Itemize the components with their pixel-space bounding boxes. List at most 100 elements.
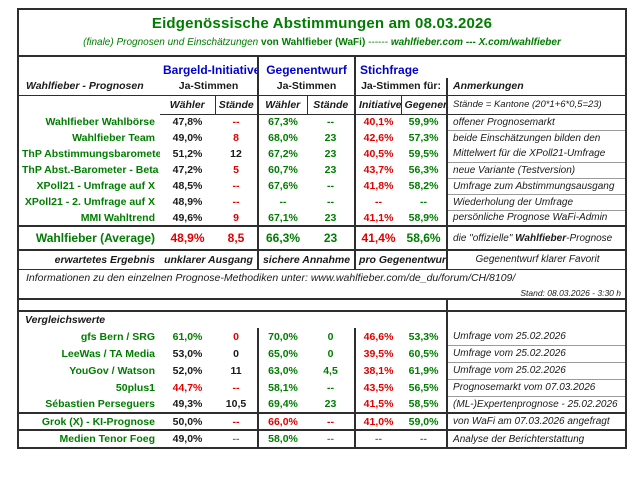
row-label: YouGov / Watson [69, 364, 155, 377]
comparison-rows: gfs Bern / SRG 61,0% 0 70,0% 0 46,6% 53,3% Umfr… [19, 328, 625, 447]
average-anmerkung: die "offizielle" Wahlfieber-Prognose [446, 225, 625, 251]
subtitle-finale-text: (finale) Prognosen und Einschätzungen [83, 37, 259, 48]
value-cell: 0 [233, 347, 239, 360]
expected-stichfrage: pro Gegenentwurf [354, 250, 448, 270]
value-cell: 23 [324, 164, 337, 176]
value-cell: 41,8% [354, 178, 402, 194]
value-cell: 23 [324, 132, 337, 144]
anmerkung-cell: persönliche Prognose WaFi-Admin [446, 210, 625, 226]
value-cell: 67,3% [257, 114, 308, 130]
subtitle-links[interactable]: wahlfieber.com --- X.com/wahlfieber [390, 37, 561, 48]
value-cell: 67,1% [257, 210, 308, 226]
table-header: Bargeld-Initiative Gegenentwurf Stichfra… [19, 57, 625, 115]
value-cell: 39,5% [354, 345, 402, 362]
value-cell: 8 [233, 132, 239, 144]
value-cell: -- [327, 180, 335, 192]
staende-kantone-note: Stände = Kantone (20*1+6*0,5=23) [446, 95, 625, 115]
anmerkung-cell: beide Einschätzungen bilden den [446, 130, 625, 146]
value-cell: 10,5 [215, 396, 259, 414]
row-label: XPoll21 - 2. Umfrage auf X [24, 196, 155, 208]
value-cell: 4,5 [323, 364, 338, 377]
expected-anmerkung: Gegenentwurf klarer Favorit [446, 250, 625, 270]
value-cell: 67,6% [257, 178, 308, 194]
value-cell: -- [232, 180, 240, 192]
value-cell: 12 [230, 148, 242, 160]
value-cell: 23 [324, 211, 337, 224]
value-cell: 58,6% [401, 225, 448, 251]
table-row: Grok (X) - KI-Prognose 50,0% -- 66,0% -- 41,0… [19, 413, 625, 431]
value-cell: 48,9% [172, 196, 203, 208]
average-note-bold: Wahlfieber [515, 232, 567, 244]
value-cell: 60,5% [408, 347, 439, 360]
value-cell: 43,7% [354, 162, 402, 178]
value-cell: 38,1% [354, 362, 402, 379]
anmerkung-cell: Umfrage vom 25.02.2026 [446, 345, 625, 363]
spacer-cell [446, 299, 625, 312]
average-note-pre: die "offizielle" [453, 232, 516, 244]
value-cell: 65,0% [257, 345, 308, 362]
table-row: ThP Abst.-Barometer - Beta 47,2% 5 60,7% 23 4… [19, 162, 625, 179]
expected-gegenentwurf: sichere Annahme [257, 250, 356, 270]
column-header-row: Wähler Stände Wähler Stände Initiative G… [19, 95, 625, 115]
value-cell: -- [232, 116, 240, 129]
value-cell: 41,1% [354, 210, 402, 226]
value-cell: 47,8% [172, 116, 203, 129]
table-row: Medien Tenor Foeg 49,0% -- 58,0% -- -- -- Analy… [19, 430, 625, 447]
anmerkung-cell: Analyse der Berichterstattung [446, 430, 625, 447]
col-initiative: Initiative [354, 95, 402, 115]
anmerkung-cell: Umfrage vom 25.02.2026 [446, 362, 625, 380]
value-cell: -- [232, 196, 240, 208]
group-bargeld-initiative: Bargeld-Initiative [163, 62, 259, 77]
value-cell: 48,5% [172, 180, 203, 192]
value-cell: 23 [307, 225, 356, 251]
prognosen-sheet: Eidgenössische Abstimmungen am 08.03.202… [17, 8, 627, 449]
value-cell: 0 [327, 330, 334, 343]
group-gegenentwurf: Gegenentwurf [257, 57, 356, 78]
anmerkung-cell: von WaFi am 07.03.2026 angefragt [446, 413, 625, 431]
col-staende-bargeld: Stände [214, 95, 259, 115]
value-cell: 70,0% [257, 328, 308, 345]
value-cell: 50,0% [160, 413, 215, 431]
value-cell: -- [232, 381, 240, 394]
anmerkung-cell: Umfrage zum Abstimmungsausgang [446, 178, 625, 195]
row-label: Wahlfieber Team [72, 132, 155, 144]
value-cell: 66,0% [257, 413, 308, 431]
summary-section: Wahlfieber (Average) 48,9% 8,5 66,3% 23 … [19, 225, 625, 328]
value-cell: -- [307, 413, 356, 431]
expected-bargeld: unklarer Ausgang [160, 250, 259, 270]
anmerkung-cell: Wiederholung der Umfrage [446, 194, 625, 211]
col-waehler-bargeld: Wähler [160, 95, 215, 115]
prognosen-rows: Wahlfieber Wahlbörse 47,8% -- 67,3% -- 40,1% 5… [19, 114, 625, 226]
value-cell: 9 [233, 211, 239, 224]
row-label: XPoll21 - Umfrage auf X [36, 180, 155, 192]
row-label: 50plus1 [115, 381, 155, 394]
value-cell: 59,0% [401, 413, 448, 431]
value-cell: 58,0% [257, 430, 308, 447]
value-cell: 56,3% [408, 164, 439, 176]
value-cell: 11 [230, 364, 242, 377]
anmerkung-cell: offener Prognosemarkt [446, 114, 625, 131]
value-cell: 51,2% [172, 148, 203, 160]
col-staende-gegenentwurf: Stände [306, 95, 356, 115]
value-cell: 66,3% [257, 225, 308, 251]
spacer-cell [446, 311, 625, 328]
row-label: ThP Abst.-Barometer - Beta [22, 164, 159, 176]
table-row: Wahlfieber Team 49,0% 8 68,0% 23 42,6% 57,3% be… [19, 130, 625, 146]
value-cell: 57,3% [408, 132, 439, 144]
table-row: LeeWas / TA Media 53,0% 0 65,0% 0 39,5% 60,5% U… [19, 345, 625, 363]
expected-result-row: erwartetes Ergebnis unklarer Ausgang sic… [19, 250, 625, 270]
table-row: XPoll21 - Umfrage auf X 48,5% -- 67,6% -- 41,… [19, 178, 625, 195]
col-gegenentw: Gegenentw [400, 95, 448, 115]
value-cell: 0 [327, 347, 334, 360]
table-row: Sébastien Perseguers 49,3% 10,5 69,4% 23 41,5… [19, 396, 625, 414]
value-cell: 41,0% [354, 413, 402, 431]
value-cell: -- [327, 381, 335, 394]
value-cell: 58,9% [408, 211, 439, 224]
methodik-info-text: Informationen zu den einzelnen Prognose-… [26, 272, 516, 285]
title-block: Eidgenössische Abstimmungen am 08.03.202… [19, 10, 625, 57]
row-label: MMI Wahltrend [80, 211, 155, 224]
group-header-row: Bargeld-Initiative Gegenentwurf Stichfra… [19, 57, 625, 78]
anmerkungen-header: Anmerkungen [446, 78, 625, 96]
table-row: Wahlfieber Wahlbörse 47,8% -- 67,3% -- 40,1% 5… [19, 114, 625, 131]
value-cell: -- [420, 433, 428, 445]
